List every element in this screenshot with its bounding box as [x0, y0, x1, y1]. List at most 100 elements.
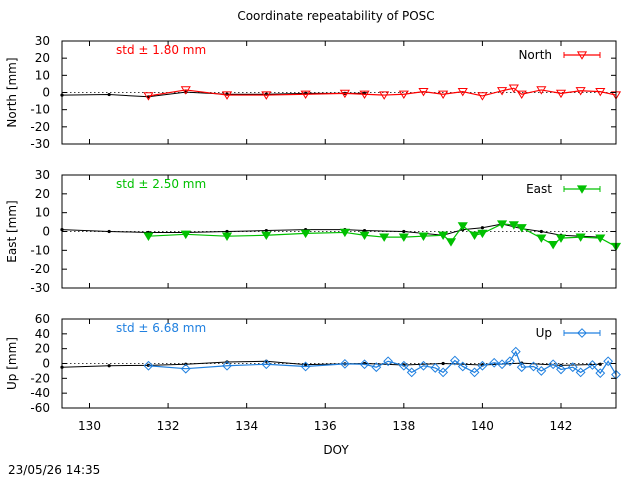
series-point: [261, 91, 272, 100]
series-point: [418, 87, 429, 97]
y-tick-label: -30: [30, 137, 50, 151]
series-point: [497, 359, 507, 370]
series-point: [221, 232, 233, 241]
x-tick-label: 140: [471, 419, 494, 433]
x-tick-label: 134: [235, 419, 258, 433]
series-point: [556, 364, 566, 375]
series-point: [261, 359, 272, 370]
legend-label: East: [526, 182, 552, 196]
y-tick-label: 10: [35, 206, 50, 220]
series-point: [339, 358, 350, 369]
series-point: [221, 91, 233, 100]
y-tick-label: 30: [35, 34, 50, 48]
chart-panels: -30 -20 -10 0 10 20 30 North [mm] std ± 1.80 mm N…: [5, 34, 622, 433]
series-point: [508, 221, 519, 230]
series-point: [477, 360, 488, 371]
y-axis-label: East [mm]: [5, 200, 19, 262]
reference-point: [441, 361, 445, 366]
legend-marker: [576, 185, 588, 194]
x-tick-label: 130: [78, 419, 101, 433]
series-point: [406, 367, 417, 378]
series-point: [567, 362, 578, 373]
series-point: [595, 234, 606, 243]
series-point: [438, 367, 449, 378]
series-point: [477, 92, 488, 101]
y-tick-label: -30: [30, 281, 50, 295]
reference-point: [480, 226, 485, 230]
series-point: [398, 360, 409, 371]
series-point: [516, 90, 527, 99]
series-point: [383, 356, 394, 367]
y-tick-label: -20: [30, 262, 50, 276]
reference-point: [304, 363, 308, 367]
y-tick-label: -20: [30, 120, 50, 134]
series-point: [575, 87, 586, 96]
y-tick-label: -20: [30, 371, 50, 385]
series-point: [143, 232, 154, 241]
reference-point: [107, 229, 111, 234]
y-tick-label: 30: [35, 168, 50, 182]
reference-point: [107, 364, 111, 368]
y-tick-label: -10: [30, 103, 50, 117]
series-point: [477, 229, 488, 239]
y-tick-label: 20: [35, 342, 50, 356]
reference-point: [225, 229, 229, 234]
figure-title: Coordinate repeatability of POSC: [237, 9, 434, 23]
series-point: [496, 87, 508, 96]
series-point: [548, 359, 559, 370]
series-point: [300, 229, 311, 239]
y-tick-label: 0: [42, 357, 50, 371]
series-point: [595, 368, 606, 379]
series-point: [430, 363, 441, 373]
series-point: [536, 366, 547, 376]
legend-marker: [577, 328, 587, 338]
y-tick-label: 0: [42, 86, 50, 100]
series-point: [575, 367, 586, 378]
series-point: [438, 90, 449, 99]
series-point: [222, 360, 232, 371]
reference-point: [598, 362, 602, 366]
legend-marker: [576, 51, 588, 60]
x-tick-label: 136: [314, 419, 337, 433]
series-point: [180, 230, 191, 240]
series-point: [555, 234, 567, 243]
series-point: [536, 86, 547, 95]
series-point: [261, 231, 272, 241]
series-point: [143, 92, 154, 101]
y-tick-label: 10: [35, 68, 50, 82]
legend-label: North: [518, 48, 552, 62]
panel-north: -30 -20 -10 0 10 20 30 North [mm] std ± 1.80 mm N…: [5, 34, 622, 151]
series-point: [595, 87, 606, 97]
series-point: [300, 361, 311, 372]
series-point: [180, 86, 191, 95]
x-tick-label: 142: [550, 419, 573, 433]
y-tick-label: -60: [30, 401, 50, 415]
timestamp: 23/05/26 14:35: [8, 463, 100, 477]
y-tick-label: -10: [30, 243, 50, 257]
series-line: [148, 87, 617, 97]
series-point: [398, 90, 409, 99]
series-point: [180, 363, 191, 374]
series-point: [536, 234, 547, 243]
reference-point: [264, 228, 268, 233]
std-annotation: std ± 2.50 mm: [116, 177, 206, 191]
series-point: [457, 87, 468, 97]
series-point: [457, 361, 468, 372]
series-point: [505, 356, 515, 367]
series-point: [516, 362, 527, 373]
series-point: [300, 90, 311, 99]
legend-label: Up: [536, 326, 552, 340]
series-point: [379, 233, 390, 242]
series-point: [469, 231, 480, 241]
y-tick-label: 20: [35, 187, 50, 201]
series-point: [496, 220, 508, 229]
reference-point: [402, 229, 406, 234]
panel-east: -30 -20 -10 0 10 20 30 East [mm] std ± 2.50 mm Ea…: [5, 168, 622, 295]
std-annotation: std ± 1.80 mm: [116, 43, 206, 57]
series-point: [548, 241, 559, 250]
series-point: [418, 232, 429, 241]
series-point: [445, 238, 457, 247]
std-annotation: std ± 6.68 mm: [116, 321, 206, 335]
